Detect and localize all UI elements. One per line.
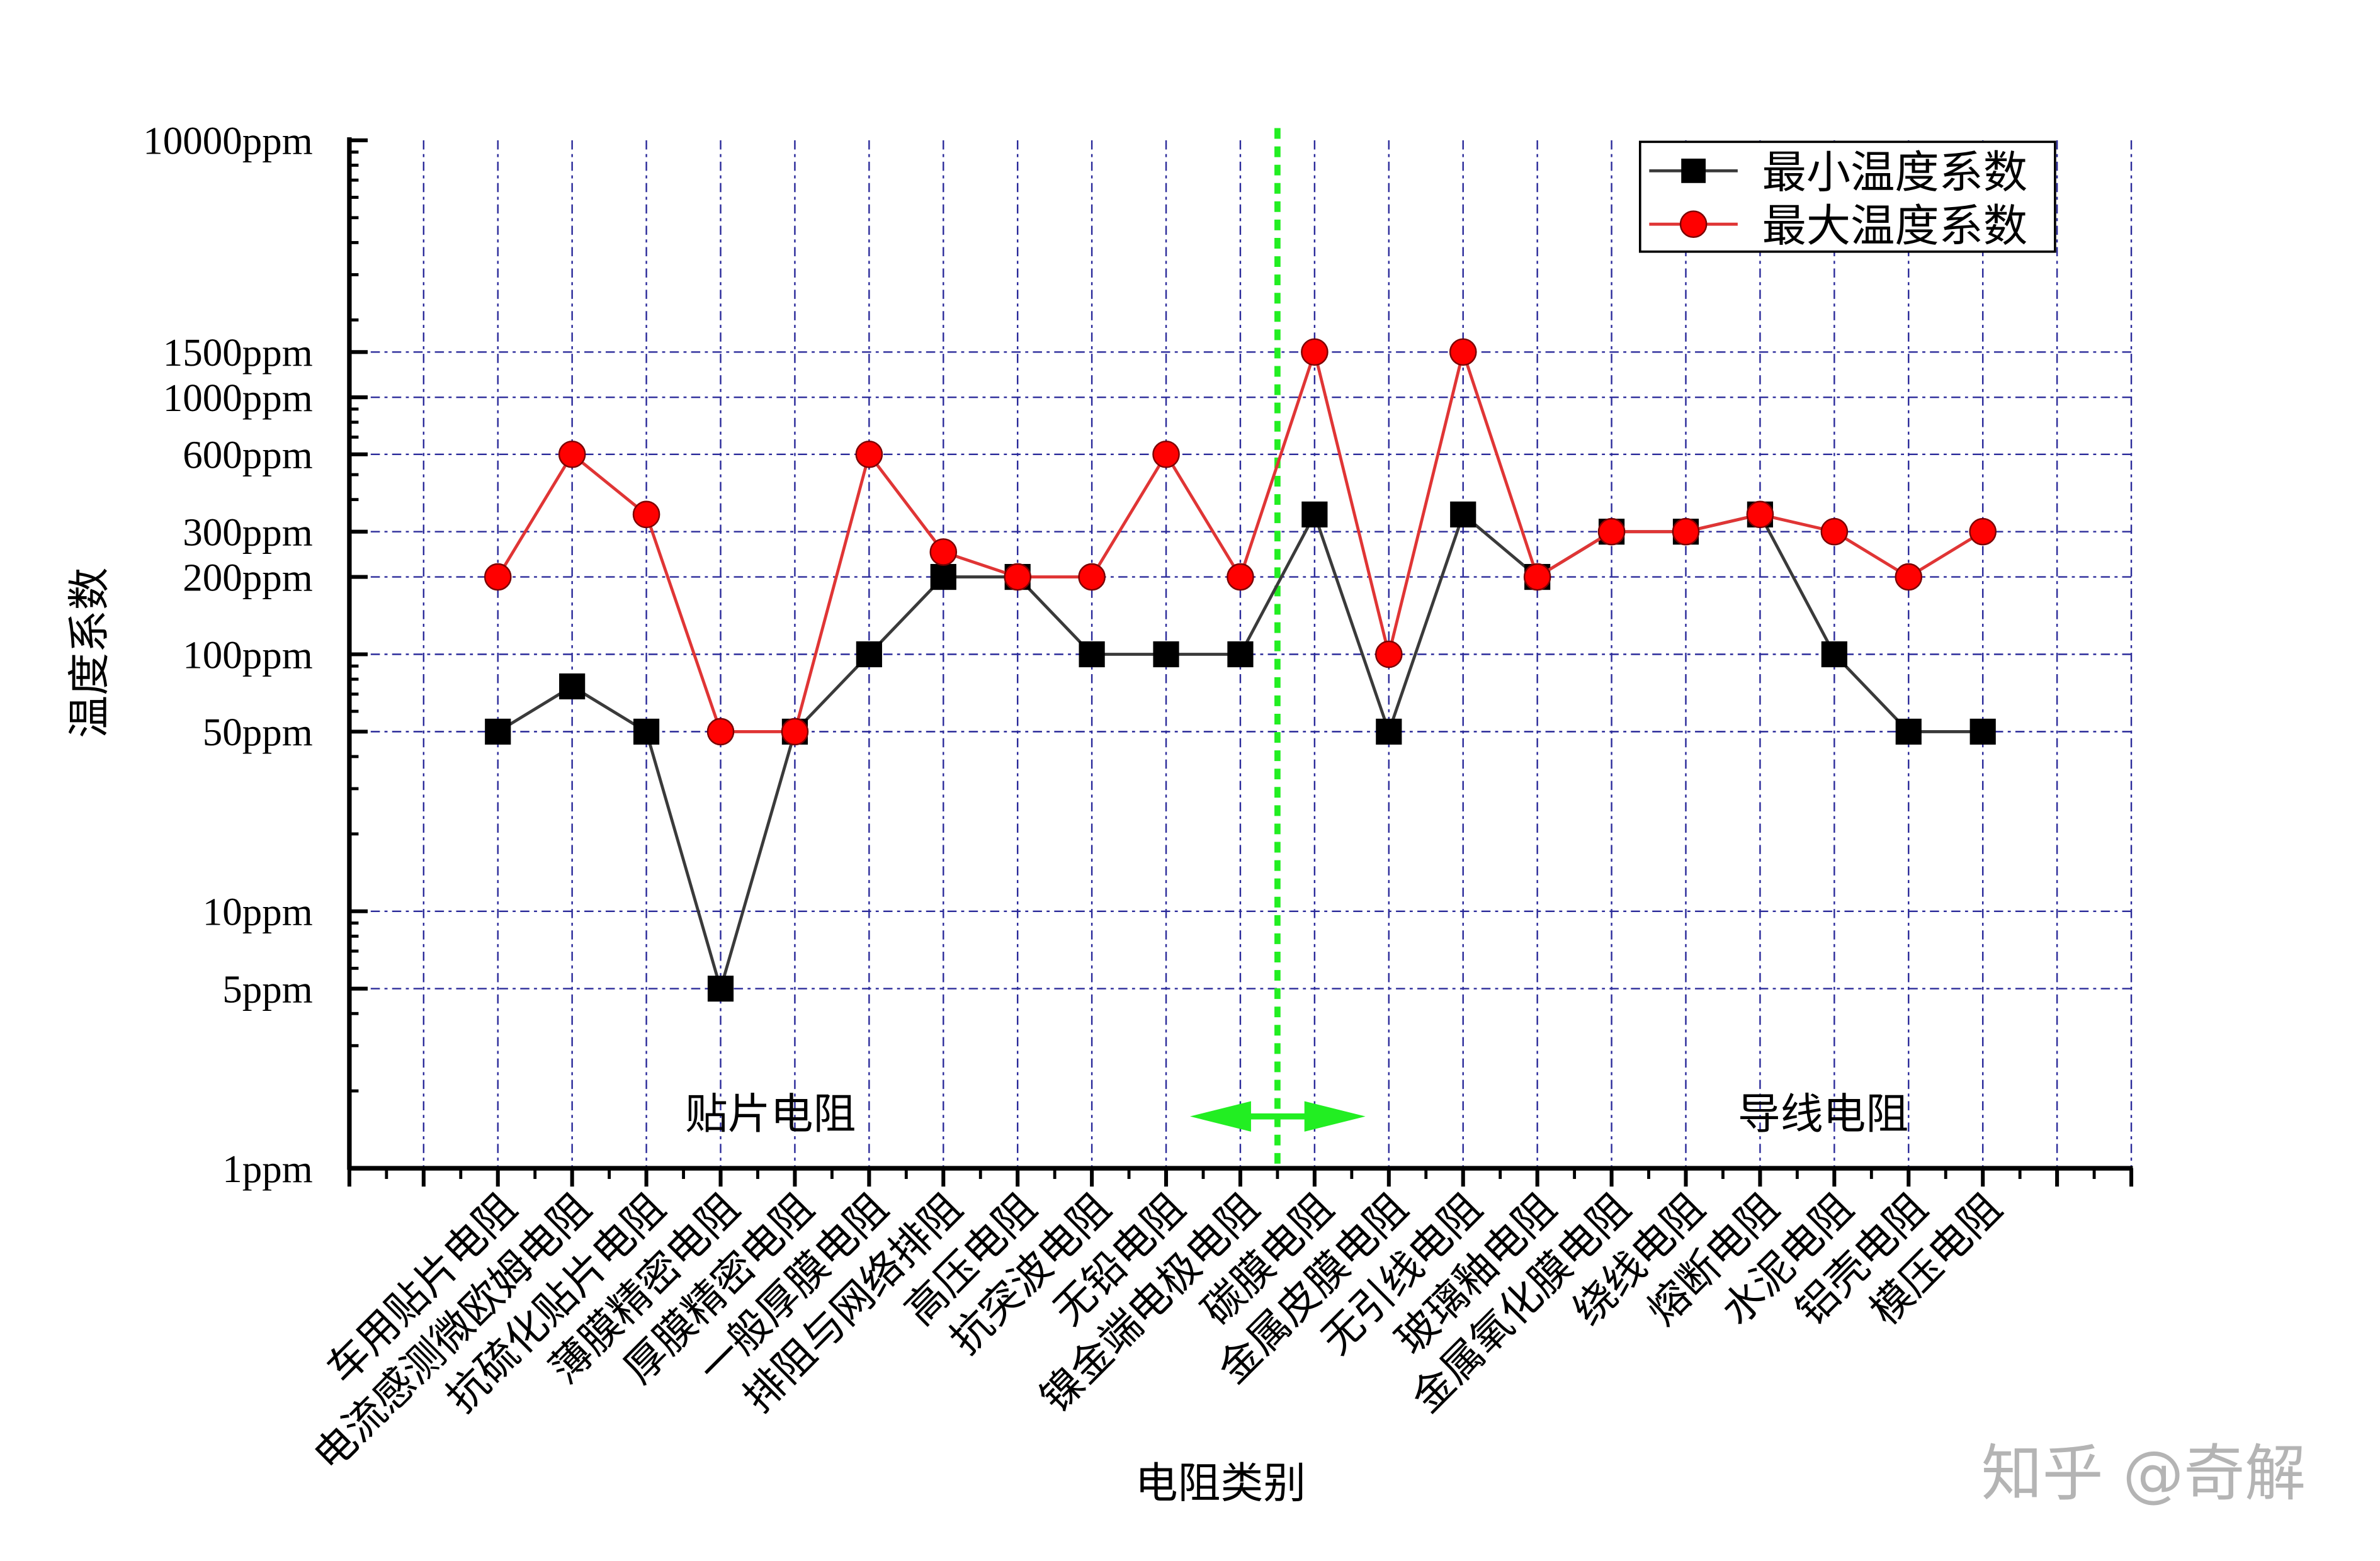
marker bbox=[856, 641, 882, 668]
y-tick-label: 10000ppm bbox=[143, 119, 312, 163]
marker bbox=[1004, 563, 1032, 591]
legend-marker bbox=[1679, 210, 1708, 238]
marker bbox=[706, 718, 735, 746]
y-tick-label: 200ppm bbox=[183, 555, 312, 599]
y-tick-label: 50ppm bbox=[203, 710, 313, 754]
marker bbox=[1450, 501, 1476, 527]
arrow-head bbox=[1304, 1101, 1366, 1132]
marker bbox=[559, 673, 586, 700]
marker bbox=[1227, 563, 1254, 591]
marker bbox=[1821, 641, 1847, 668]
y-axis-title: 温度系数 bbox=[64, 567, 114, 738]
legend-label: 最大温度系数 bbox=[1762, 200, 2028, 252]
marker bbox=[1969, 517, 1997, 546]
y-tick-label: 1ppm bbox=[222, 1147, 312, 1191]
y-tick-label: 600ppm bbox=[183, 433, 312, 477]
arrow-head bbox=[1190, 1101, 1251, 1132]
marker bbox=[558, 440, 586, 468]
y-tick-label: 100ppm bbox=[183, 633, 312, 677]
marker bbox=[781, 718, 809, 746]
marker bbox=[1152, 440, 1180, 468]
marker bbox=[1227, 641, 1254, 668]
y-tick-label: 5ppm bbox=[222, 967, 312, 1011]
marker bbox=[1523, 563, 1551, 591]
marker bbox=[1672, 517, 1700, 546]
marker bbox=[1895, 563, 1923, 591]
marker bbox=[1374, 640, 1403, 668]
marker bbox=[485, 718, 511, 745]
annotation: 贴片电阻 bbox=[685, 1089, 856, 1139]
marker bbox=[1301, 501, 1328, 527]
marker bbox=[633, 718, 660, 745]
marker bbox=[1449, 338, 1477, 366]
y-tick-label: 300ppm bbox=[183, 510, 312, 554]
x-axis-title: 电阻类别 bbox=[1135, 1458, 1306, 1507]
legend-marker bbox=[1681, 158, 1706, 183]
marker bbox=[930, 563, 956, 590]
marker bbox=[1820, 517, 1849, 546]
y-tick-label: 1000ppm bbox=[163, 376, 313, 420]
marker bbox=[1153, 641, 1179, 668]
legend-label: 最小温度系数 bbox=[1762, 147, 2028, 198]
marker bbox=[1301, 338, 1329, 366]
y-tick-label: 1500ppm bbox=[163, 330, 313, 375]
annotation: 导线电阻 bbox=[1738, 1089, 1908, 1139]
marker bbox=[632, 500, 660, 529]
marker bbox=[1746, 500, 1774, 529]
watermark: 知乎 @奇解 bbox=[1981, 1438, 2306, 1509]
y-tick-label: 10ppm bbox=[203, 890, 313, 934]
marker bbox=[1597, 517, 1626, 546]
marker bbox=[1079, 641, 1105, 668]
marker bbox=[1895, 718, 1922, 745]
marker bbox=[1376, 718, 1402, 745]
marker bbox=[1078, 563, 1106, 591]
marker bbox=[484, 563, 512, 591]
marker bbox=[855, 440, 883, 468]
legend-box bbox=[1638, 140, 2056, 253]
marker bbox=[707, 976, 734, 1002]
marker bbox=[929, 538, 958, 566]
marker bbox=[1969, 718, 1996, 745]
